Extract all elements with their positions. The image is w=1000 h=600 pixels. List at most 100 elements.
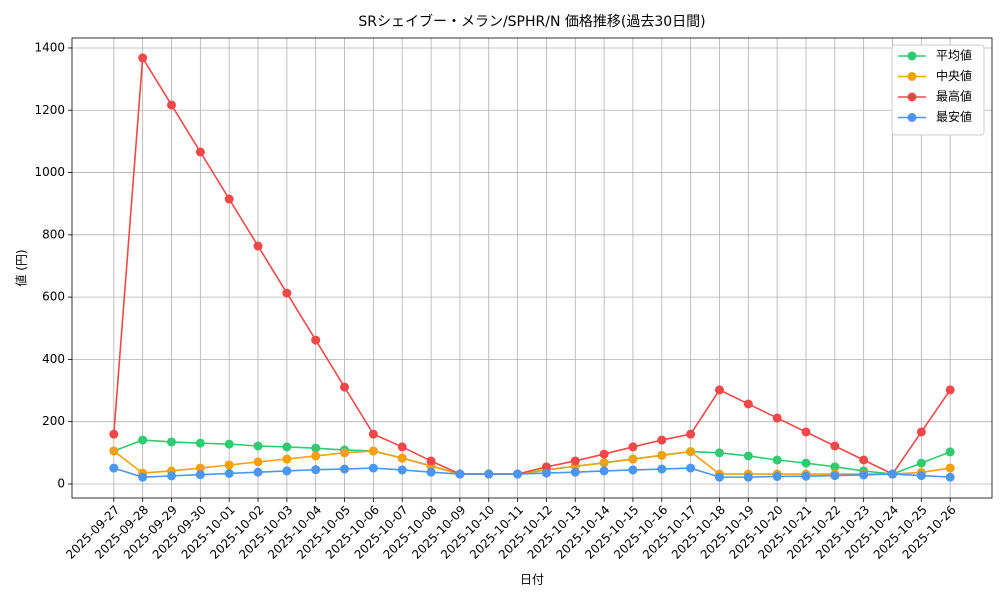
legend-marker — [907, 113, 917, 122]
data-point — [916, 427, 926, 437]
data-point — [340, 464, 350, 474]
legend-marker — [907, 51, 917, 61]
legend-marker — [907, 92, 917, 102]
y-tick-label: 200 — [42, 414, 65, 428]
data-point — [397, 465, 407, 475]
chart-title: SRシェイブー・メラン/SPHR/N 価格推移(過去30日間) — [358, 13, 705, 30]
data-point — [830, 471, 840, 481]
data-point — [311, 443, 321, 453]
data-point — [195, 463, 205, 473]
data-point — [253, 467, 263, 477]
data-point — [772, 455, 782, 465]
legend-box — [891, 44, 985, 136]
series-line — [113, 439, 951, 475]
legend-label: 平均値 — [936, 48, 972, 63]
data-point — [945, 463, 955, 473]
series-line — [113, 450, 951, 475]
data-point — [743, 399, 753, 409]
data-point — [541, 462, 551, 472]
data-point — [599, 458, 609, 468]
y-tick-label: 1000 — [34, 165, 65, 179]
data-point — [541, 468, 551, 478]
data-point — [945, 385, 955, 395]
data-point — [628, 465, 638, 475]
data-point — [368, 446, 378, 456]
data-point — [224, 468, 234, 478]
data-point — [657, 450, 667, 460]
data-point — [138, 472, 148, 482]
data-point — [397, 442, 407, 452]
data-point — [311, 335, 321, 345]
data-point — [801, 458, 811, 468]
data-point — [772, 472, 782, 482]
data-point — [657, 435, 667, 445]
data-point — [224, 194, 234, 204]
data-point — [138, 53, 148, 63]
data-point — [138, 435, 148, 445]
data-point — [916, 471, 926, 481]
data-point — [686, 429, 696, 439]
data-point — [599, 466, 609, 476]
data-point — [368, 429, 378, 439]
data-point — [282, 454, 292, 464]
data-point — [570, 456, 580, 466]
data-point — [888, 469, 898, 479]
data-point — [801, 471, 811, 481]
series-line — [113, 467, 951, 478]
data-point — [743, 472, 753, 482]
data-point — [484, 469, 494, 479]
legend-label: 最安値 — [936, 109, 972, 124]
data-point — [916, 458, 926, 468]
data-point — [282, 288, 292, 298]
data-point — [686, 447, 696, 457]
data-point — [714, 472, 724, 482]
data-point — [426, 456, 436, 466]
data-point — [166, 100, 176, 110]
data-point — [859, 470, 869, 480]
data-point — [570, 467, 580, 477]
plot-frame — [71, 37, 993, 499]
data-point — [340, 382, 350, 392]
data-point — [224, 439, 234, 449]
data-point — [945, 447, 955, 457]
data-point — [945, 472, 955, 482]
data-point — [195, 147, 205, 157]
data-point — [830, 441, 840, 451]
data-point — [455, 469, 465, 479]
y-tick-label: 1400 — [34, 40, 65, 54]
data-point — [657, 464, 667, 474]
data-point — [801, 427, 811, 437]
data-point — [311, 465, 321, 475]
y-tick-label: 600 — [42, 290, 65, 304]
y-tick-label: 1200 — [34, 103, 65, 117]
data-point — [599, 449, 609, 459]
data-point — [253, 457, 263, 467]
data-point — [253, 241, 263, 251]
data-point — [166, 471, 176, 481]
data-point — [368, 463, 378, 473]
data-point — [628, 442, 638, 452]
legend-marker — [907, 72, 917, 81]
data-point — [859, 455, 869, 465]
y-axis-label: 値 (円) — [14, 249, 29, 286]
data-point — [686, 463, 696, 473]
x-axis-label: 日付 — [520, 573, 544, 587]
y-tick-label: 800 — [42, 227, 65, 241]
data-point — [224, 460, 234, 470]
data-point — [109, 429, 119, 439]
data-point — [282, 466, 292, 476]
data-point — [772, 413, 782, 423]
data-point — [426, 467, 436, 477]
data-point — [743, 451, 753, 461]
data-point — [714, 448, 724, 458]
data-point — [282, 442, 292, 452]
legend-label: 中央値 — [936, 68, 972, 83]
data-point — [714, 385, 724, 395]
data-point — [166, 437, 176, 447]
y-tick-label: 400 — [42, 352, 65, 366]
data-point — [109, 446, 119, 456]
data-point — [195, 438, 205, 448]
data-point — [253, 441, 263, 451]
data-point — [513, 469, 523, 479]
